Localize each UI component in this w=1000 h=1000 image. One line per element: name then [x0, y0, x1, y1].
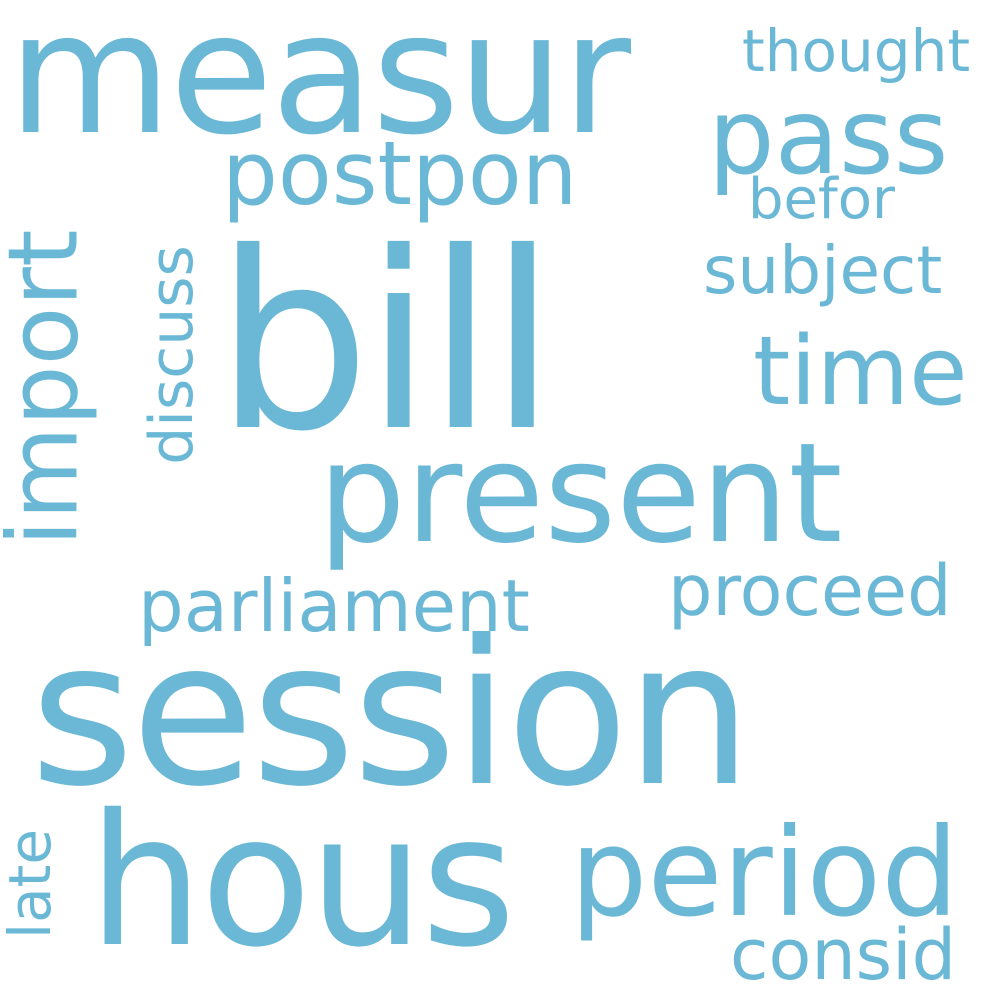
word-befor: befor — [748, 167, 895, 232]
word-present: present — [318, 413, 843, 574]
word-time: time — [753, 317, 968, 427]
word-import: import — [0, 229, 100, 547]
word-parliament: parliament — [138, 564, 530, 648]
word-pass: pass — [708, 76, 949, 198]
word-thought: thought — [742, 17, 971, 85]
word-proceed: proceed — [668, 550, 952, 632]
word-hous: hous — [88, 775, 516, 987]
word-discuss: discuss — [136, 245, 207, 465]
word-late: late — [0, 828, 65, 940]
word-postpon: postpon — [222, 122, 578, 225]
word-bill: bill — [215, 200, 557, 485]
word-measur: measur — [8, 0, 631, 172]
word-session: session — [30, 598, 752, 831]
word-subject: subject — [703, 232, 943, 309]
word-consid: consid — [730, 914, 957, 996]
word-period: period — [570, 802, 959, 944]
